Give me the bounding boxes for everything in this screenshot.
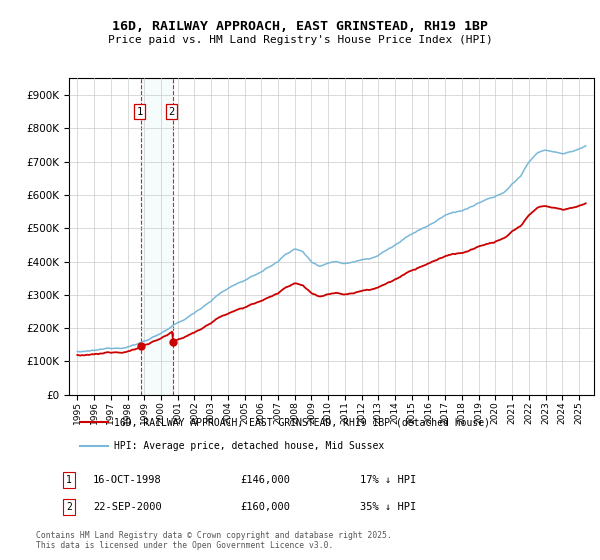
- Text: 16D, RAILWAY APPROACH, EAST GRINSTEAD, RH19 1BP (detached house): 16D, RAILWAY APPROACH, EAST GRINSTEAD, R…: [113, 417, 490, 427]
- Text: 35% ↓ HPI: 35% ↓ HPI: [360, 502, 416, 512]
- Text: Contains HM Land Registry data © Crown copyright and database right 2025.
This d: Contains HM Land Registry data © Crown c…: [36, 531, 392, 550]
- Text: £160,000: £160,000: [240, 502, 290, 512]
- Text: 2: 2: [66, 502, 72, 512]
- Text: 16D, RAILWAY APPROACH, EAST GRINSTEAD, RH19 1BP: 16D, RAILWAY APPROACH, EAST GRINSTEAD, R…: [112, 20, 488, 32]
- Text: 2: 2: [169, 107, 175, 116]
- Text: HPI: Average price, detached house, Mid Sussex: HPI: Average price, detached house, Mid …: [113, 441, 384, 451]
- Text: Price paid vs. HM Land Registry's House Price Index (HPI): Price paid vs. HM Land Registry's House …: [107, 35, 493, 45]
- Text: 17% ↓ HPI: 17% ↓ HPI: [360, 475, 416, 485]
- Text: 1: 1: [136, 107, 143, 116]
- Text: 1: 1: [66, 475, 72, 485]
- Text: 16-OCT-1998: 16-OCT-1998: [93, 475, 162, 485]
- Bar: [141, 78, 173, 395]
- Text: 22-SEP-2000: 22-SEP-2000: [93, 502, 162, 512]
- Text: £146,000: £146,000: [240, 475, 290, 485]
